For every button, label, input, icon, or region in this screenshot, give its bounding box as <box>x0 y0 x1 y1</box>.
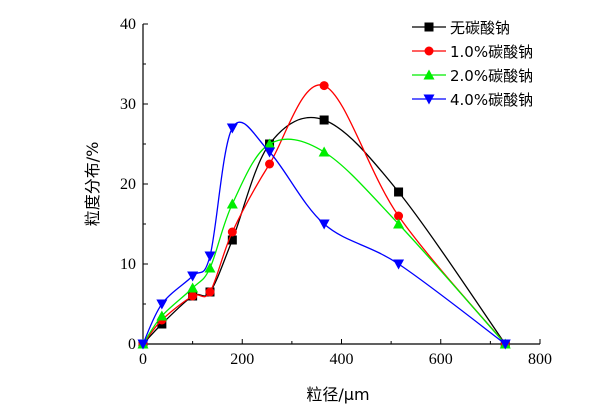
y-axis-label: 粒度分布/% <box>83 142 102 227</box>
data-point <box>499 339 511 350</box>
data-point <box>393 218 405 229</box>
data-point <box>137 339 149 350</box>
legend-item: 4.0%碳酸钠 <box>412 91 533 109</box>
data-point <box>318 219 330 230</box>
y-tick-label: 10 <box>120 256 136 273</box>
series-layer <box>137 81 511 350</box>
legend-label: 2.0%碳酸钠 <box>450 67 533 85</box>
data-point <box>227 235 237 245</box>
legend-marker <box>424 46 434 56</box>
y-tick-label: 30 <box>120 96 136 113</box>
legend: 无碳酸钠 1.0%碳酸钠 2.0%碳酸钠 4.0%碳酸钠 <box>412 19 533 109</box>
legend-marker <box>423 94 435 105</box>
data-point <box>394 187 404 197</box>
y-tick-label: 20 <box>120 176 136 193</box>
data-point <box>319 81 329 91</box>
data-point <box>156 310 168 321</box>
data-point <box>393 259 405 270</box>
data-point <box>394 211 404 221</box>
legend-item: 1.0%碳酸钠 <box>412 43 533 61</box>
x-tick-label: 600 <box>429 351 453 368</box>
data-point <box>319 115 329 125</box>
x-tick-label: 200 <box>230 351 254 368</box>
x-tick-label: 400 <box>330 351 354 368</box>
data-point <box>204 262 216 273</box>
data-point <box>265 159 275 169</box>
legend-item: 无碳酸钠 <box>412 19 510 37</box>
data-point <box>318 146 330 157</box>
data-point <box>205 287 215 297</box>
axes: 0 200 400 600 800 0 10 20 30 40 <box>120 16 552 368</box>
legend-label: 4.0%碳酸钠 <box>450 91 533 109</box>
y-tick-label: 0 <box>128 336 136 353</box>
legend-label: 1.0%碳酸钠 <box>450 43 533 61</box>
x-tick-label: 800 <box>528 351 552 368</box>
x-tick-label: 0 <box>139 351 147 368</box>
data-point <box>187 282 199 293</box>
data-point <box>226 198 238 209</box>
legend-label: 无碳酸钠 <box>450 19 510 37</box>
x-axis-label: 粒径/μm <box>306 385 369 404</box>
y-tick-label: 40 <box>120 16 136 33</box>
data-point <box>264 138 276 149</box>
legend-marker <box>424 22 434 32</box>
series-4 <box>137 121 511 350</box>
series-3 <box>137 138 511 349</box>
legend-marker <box>423 69 435 80</box>
data-point <box>264 147 276 158</box>
data-point <box>226 123 238 134</box>
data-point <box>187 271 199 282</box>
series-line <box>142 138 506 345</box>
data-point <box>204 251 216 262</box>
legend-item: 2.0%碳酸钠 <box>412 67 533 85</box>
data-point <box>227 227 237 237</box>
data-point <box>188 291 198 301</box>
data-point <box>156 299 168 310</box>
